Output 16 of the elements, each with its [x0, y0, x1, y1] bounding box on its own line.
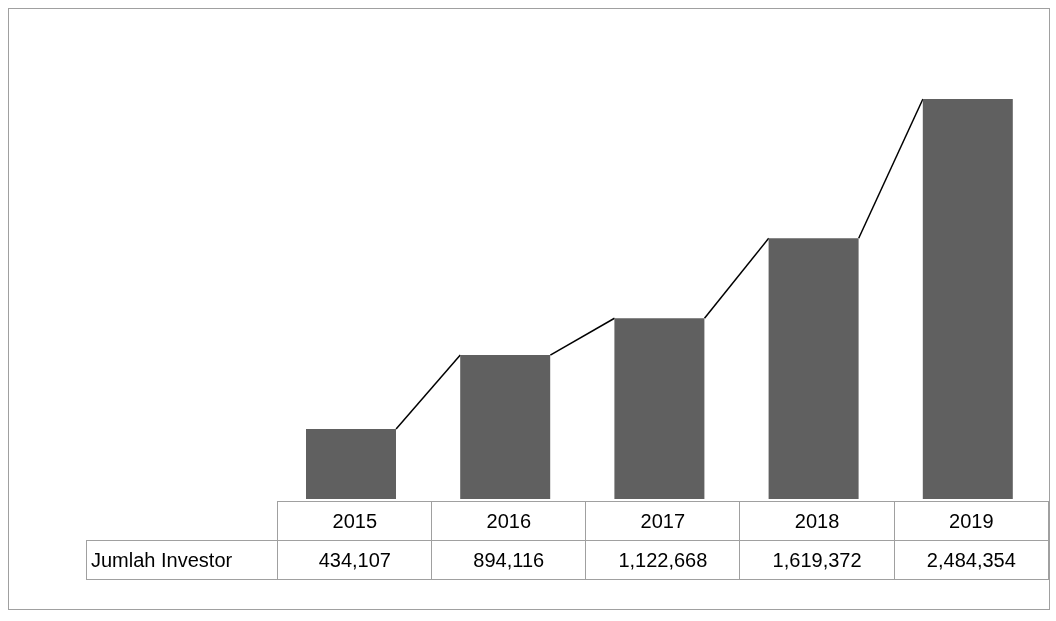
x-tick-label: 2017: [585, 501, 740, 541]
x-tick-label: 2018: [739, 501, 895, 541]
data-label: 1,122,668: [585, 540, 740, 580]
bar: [768, 238, 859, 499]
x-tick-label: 2015: [277, 501, 432, 541]
data-label: 2,484,354: [894, 540, 1049, 580]
bar: [460, 355, 551, 499]
text: Jumlah Investor: [86, 540, 278, 580]
x-tick-label: 2019: [894, 501, 1049, 541]
data-label: 434,107: [277, 540, 432, 580]
data-label: 1,619,372: [739, 540, 895, 580]
bar: [614, 318, 705, 499]
data-label: 894,116: [431, 540, 586, 580]
x-tick-label: 2016: [431, 501, 586, 541]
bar: [306, 429, 396, 499]
bar: [922, 99, 1013, 499]
